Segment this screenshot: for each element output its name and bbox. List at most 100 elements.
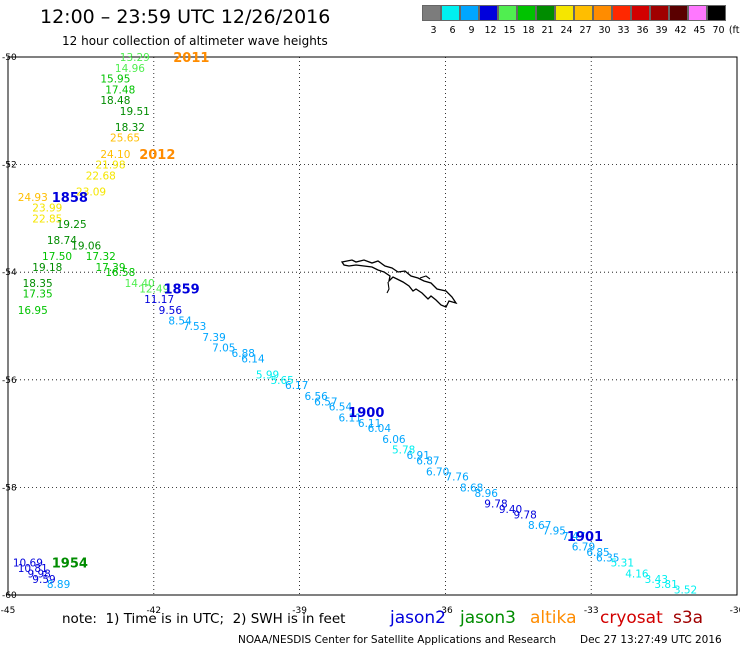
wave-height-label: 7.53 — [183, 321, 206, 333]
wave-height-label: 3.81 — [654, 579, 677, 591]
wave-height-label: 9.78 — [484, 499, 507, 511]
longitude-tick-label: -42 — [146, 606, 161, 616]
color-scale-label: 24 — [560, 25, 573, 36]
color-scale-swatch — [460, 5, 479, 21]
wave-height-label: 16.58 — [105, 267, 135, 279]
footer-note: note: 1) Time is in UTC; 2) SWH is in fe… — [62, 611, 346, 627]
wave-height-label: 6.79 — [572, 542, 595, 554]
color-scale-swatch — [422, 5, 441, 21]
color-scale-swatch — [441, 5, 460, 21]
color-scale-swatch — [631, 5, 650, 21]
wave-height-label: 4.16 — [625, 568, 649, 580]
south-georgia-island — [340, 259, 458, 308]
wave-height-label: 18.32 — [115, 122, 145, 134]
wave-height-label: 18.35 — [23, 278, 53, 290]
color-scale-label: 70 — [712, 25, 725, 36]
satellite-name-jason3: jason3 — [460, 608, 516, 628]
wave-height-label: 17.50 — [42, 251, 72, 263]
map-grid — [7, 56, 738, 596]
wave-height-label: 6.88 — [232, 348, 255, 360]
map-title: 12:00 – 23:59 UTC 12/26/2016 — [40, 6, 331, 28]
color-scale-swatch — [536, 5, 555, 21]
wave-height-label: 12.49 — [139, 283, 169, 295]
color-scale-label: 33 — [617, 25, 630, 36]
wave-height-label: 18.74 — [47, 235, 77, 247]
color-scale-label: 6 — [449, 25, 456, 36]
wave-height-label: 24.93 — [18, 192, 48, 204]
color-scale-label: 42 — [674, 25, 687, 36]
longitude-tick-label: -36 — [438, 606, 453, 616]
wave-height-label: 10.81 — [18, 563, 48, 575]
pass-time-label: 1900 — [348, 406, 384, 421]
color-scale-label: 9 — [468, 25, 475, 36]
satellite-name-cryosat: cryosat — [600, 608, 663, 628]
satellite-name-altika: altika — [530, 608, 577, 628]
wave-height-label: 6.35 — [596, 552, 619, 564]
wave-height-label: 6.11 — [338, 412, 361, 424]
color-scale-swatch — [498, 5, 517, 21]
wave-height-label: 17.39 — [95, 262, 125, 274]
wave-height-label: 6.87 — [416, 456, 439, 468]
wave-height-label: 19.06 — [71, 240, 101, 252]
wave-height-label: 22.68 — [86, 170, 116, 182]
wave-height-label: 6.06 — [382, 434, 406, 446]
wave-height-label: 14.96 — [115, 63, 145, 75]
wave-height-label: 14.40 — [125, 278, 155, 290]
color-scale-label: 39 — [655, 25, 668, 36]
color-scale-swatch — [707, 5, 726, 21]
wave-height-label: 17.48 — [105, 84, 135, 96]
color-scale-swatch — [479, 5, 498, 21]
wave-height-label: 23.09 — [76, 187, 106, 199]
color-scale-swatch — [650, 5, 669, 21]
color-scale-swatch — [688, 5, 707, 21]
wave-height-label: 9.98 — [27, 568, 50, 580]
wave-height-label: 21.98 — [95, 160, 125, 172]
pass-time-label: 1859 — [164, 282, 200, 297]
wave-height-label: 16.95 — [18, 305, 48, 317]
color-scale-label: 45 — [693, 25, 706, 36]
wave-height-label: 19.51 — [120, 106, 150, 118]
color-scale-label: 12 — [484, 25, 497, 36]
wave-height-label: 22.85 — [32, 213, 62, 225]
color-scale-label: 21 — [541, 25, 554, 36]
pass-time-label: 1858 — [52, 191, 88, 206]
color-scale-swatch — [612, 5, 631, 21]
wave-height-label: 25.65 — [110, 133, 140, 145]
wave-height-label: 10.69 — [13, 558, 43, 570]
wave-height-label: 24.10 — [100, 149, 130, 161]
wave-height-label: 8.54 — [168, 316, 192, 328]
color-scale-label: 3 — [430, 25, 437, 36]
map-subtitle: 12 hour collection of altimeter wave hei… — [62, 34, 328, 48]
pass-time-label: 1901 — [567, 530, 603, 545]
wave-height-label: 8.96 — [475, 488, 499, 500]
latitude-tick-label: -52 — [2, 161, 17, 171]
wave-height-label: 6.56 — [304, 391, 328, 403]
wave-height-label: 8.68 — [460, 482, 483, 494]
satellite-name-jason2: jason2 — [390, 608, 446, 628]
wave-height-label: 7.47 — [562, 531, 585, 543]
latitude-tick-label: -54 — [2, 268, 17, 278]
longitude-tick-label: -39 — [292, 606, 307, 616]
wave-height-label: 8.89 — [47, 579, 70, 591]
wave-height-label: 9.59 — [32, 574, 55, 586]
color-scale-unit: (ft) — [728, 25, 740, 36]
longitude-tick-labels: -45 -42 -39 -36 -33 -30 — [1, 606, 740, 616]
wave-height-label: 17.35 — [23, 289, 53, 301]
color-scale-swatch — [593, 5, 612, 21]
wave-height-label: 18.48 — [100, 95, 130, 107]
latitude-tick-label: -56 — [2, 376, 17, 386]
wave-height-label: 6.14 — [241, 353, 265, 365]
wave-height-label: 6.04 — [368, 423, 392, 435]
wave-height-label: 6.70 — [426, 466, 449, 478]
latitude-tick-labels: -50 -52 -54 -56 -58 -60 — [2, 53, 17, 601]
longitude-tick-label: -33 — [584, 606, 599, 616]
color-scale-swatch — [555, 5, 574, 21]
wave-height-label: 5.31 — [611, 558, 634, 570]
wave-height-label: 3.52 — [674, 585, 697, 597]
latitude-tick-label: -50 — [2, 53, 17, 63]
wave-height-label: 19.18 — [32, 262, 62, 274]
color-scale-label: 15 — [503, 25, 516, 36]
credit-line: NOAA/NESDIS Center for Satellite Applica… — [238, 634, 556, 646]
color-scale-label: 18 — [522, 25, 535, 36]
longitude-tick-label: -30 — [730, 606, 740, 616]
